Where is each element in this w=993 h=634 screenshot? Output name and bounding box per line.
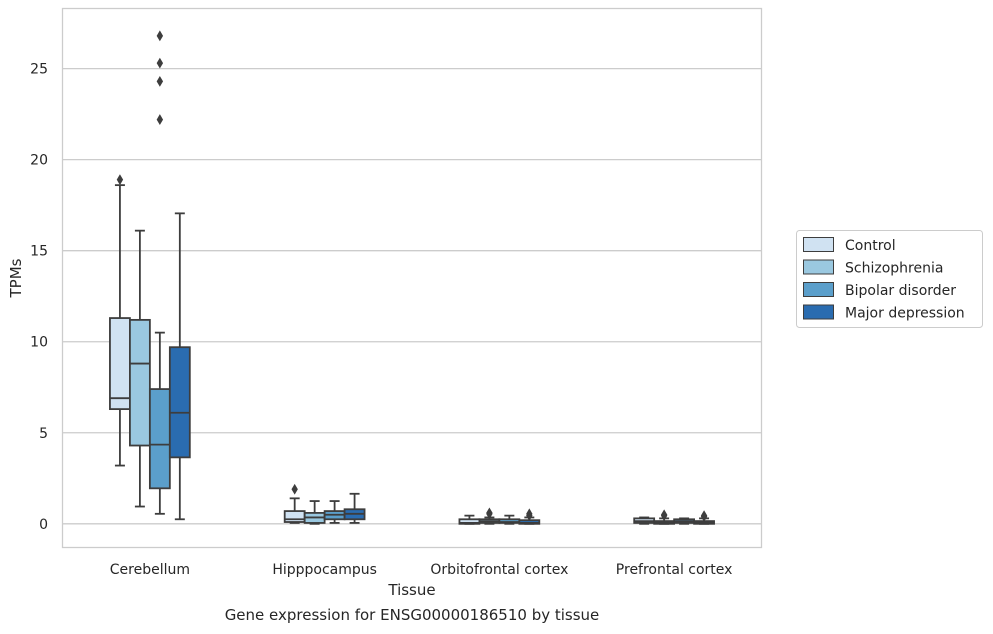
- legend-label: Schizophrenia: [845, 261, 943, 277]
- box-2-1: [478, 507, 501, 525]
- legend-frame: [796, 230, 983, 328]
- legend-swatch: [803, 282, 834, 297]
- box-3-3: [693, 510, 715, 525]
- box-iqr: [168, 346, 191, 459]
- box-3-0: [633, 516, 656, 525]
- y-tick-label: 5: [39, 426, 48, 442]
- outlier-point: [116, 174, 124, 186]
- box-1-0: [283, 483, 306, 524]
- y-axis-title: TPMs: [7, 258, 25, 298]
- x-tick-label: Cerebellum: [110, 562, 190, 578]
- box-0-0: [109, 174, 131, 467]
- box-1-1: [303, 500, 326, 525]
- y-tick-labels: 0 5 10 15 20 25: [30, 62, 48, 533]
- box-iqr: [109, 317, 131, 411]
- box-1-2: [323, 500, 346, 524]
- box-0-2: [148, 30, 171, 515]
- box-iqr: [148, 388, 171, 490]
- box-3-1: [653, 509, 676, 525]
- x-axis-title: Tissue: [387, 581, 435, 599]
- boxes: [109, 30, 715, 525]
- legend-swatch: [803, 304, 834, 320]
- y-tick-label: 25: [30, 62, 48, 78]
- box-0-3: [168, 212, 191, 521]
- y-tick-label: 0: [39, 517, 48, 533]
- chart-caption: Gene expression for ENSG00000186510 by t…: [224, 606, 600, 624]
- outlier-point: [156, 57, 164, 69]
- y-tick-label: 10: [30, 335, 48, 351]
- outlier-point: [156, 114, 164, 125]
- x-tick-label: Hipppocampus: [272, 562, 377, 578]
- box-3-2: [673, 517, 695, 525]
- legend-label: Bipolar disorder: [845, 283, 956, 299]
- legend-swatch: [803, 237, 834, 252]
- box-2-2: [498, 514, 521, 525]
- x-tick-labels: Cerebellum Hipppocampus Orbitofrontal cort…: [110, 562, 733, 578]
- box-iqr: [129, 318, 151, 447]
- outlier-point: [486, 507, 493, 519]
- plot-frame: [61, 7, 763, 549]
- x-tick-label: Prefrontal cortex: [616, 562, 733, 578]
- legend: Control Schizophrenia Bipolar disorder Majo…: [796, 230, 983, 328]
- box-0-1: [129, 229, 151, 508]
- outlier-point: [156, 75, 164, 87]
- outlier-point: [660, 509, 668, 521]
- legend-swatch: [803, 259, 834, 275]
- x-tick-label: Orbitofrontal cortex: [430, 562, 568, 578]
- outlier-point: [526, 508, 533, 520]
- y-tick-label: 20: [30, 153, 48, 169]
- box-2-3: [518, 508, 541, 525]
- y-tick-label: 15: [30, 244, 48, 260]
- outlier-point: [700, 510, 708, 522]
- box-iqr: [283, 510, 306, 523]
- box-2-0: [458, 514, 481, 525]
- legend-label: Control: [845, 238, 896, 254]
- outlier-point: [291, 483, 298, 495]
- box-1-3: [343, 492, 366, 524]
- outlier-point: [156, 30, 164, 42]
- legend-label: Major depression: [845, 306, 965, 322]
